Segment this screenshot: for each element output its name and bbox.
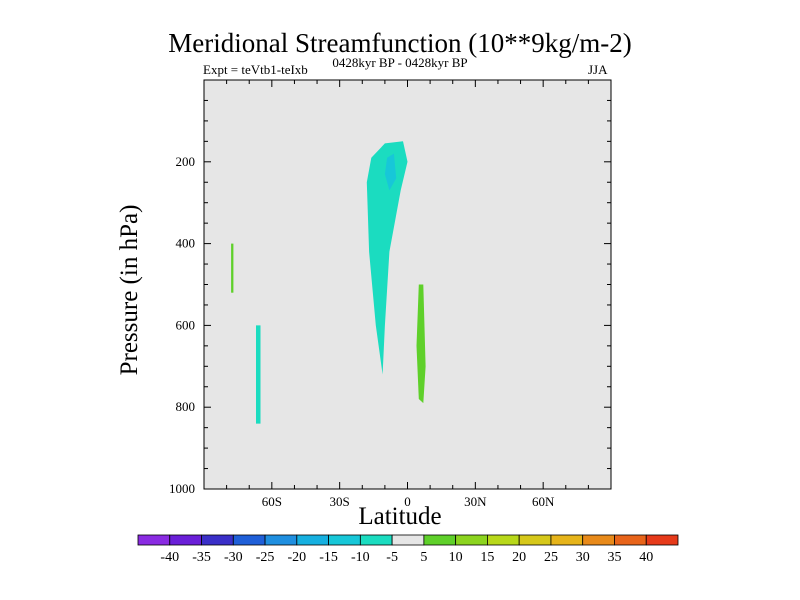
colorbar-swatch (614, 534, 647, 546)
colorbar-swatch (201, 534, 234, 546)
contour-regions (226, 80, 478, 477)
contour-sh-30s-small-blob (321, 370, 327, 408)
colorbar-swatch (169, 534, 202, 546)
contour-nh-subtropic-blue-cell (443, 300, 455, 473)
chart-subtitle-center: 0428kyr BP - 0428kyr BP (332, 55, 468, 70)
colorbar-label: -40 (160, 550, 179, 565)
contour-nh-tropic-blue-cell (427, 174, 440, 473)
y-tick-label: 800 (176, 399, 196, 414)
colorbar-swatch (296, 534, 329, 546)
colorbar-label: -10 (351, 550, 370, 565)
colorbar-swatch (264, 534, 298, 546)
chart-subtitle-left: Expt = teVtb1-teIxb (203, 62, 308, 77)
contour-sh-midlat-blue-band (249, 80, 266, 469)
colorbar-swatch (550, 534, 584, 546)
colorbar-swatch (328, 534, 361, 546)
colorbar-swatch (359, 534, 393, 546)
contour-tropical-main-cell-core (384, 153, 397, 191)
x-tick-label: 60S (262, 494, 282, 509)
colorbar-swatch (232, 534, 266, 546)
x-tick-label: 30N (464, 494, 487, 509)
y-axis: 200 400 600 800 1000 (169, 99, 611, 496)
contour-nh-upper-blue-wisp (450, 80, 455, 138)
colorbar-label: -35 (192, 550, 211, 565)
colorbar-label: 15 (480, 550, 494, 565)
colorbar-label: -15 (319, 550, 338, 565)
colorbar-label: 30 (576, 550, 590, 565)
x-tick-label: 60N (532, 494, 555, 509)
colorbar-label: 35 (607, 550, 621, 565)
colorbar-swatch (455, 534, 488, 546)
chart-title: Meridional Streamfunction (10**9kg/m-2) (168, 28, 632, 58)
colorbar-swatch (137, 534, 171, 546)
colorbar-label: -25 (256, 550, 275, 565)
colorbar-swatch (487, 534, 520, 546)
colorbar: -40 -35 -30 -25 -20 -15 -10 -5 5 10 15 20 25 30 35 40 (137, 534, 679, 565)
y-axis-label: Pressure (in hPa) (116, 204, 143, 376)
x-tick-label: 0 (404, 494, 411, 509)
y-tick-label: 200 (176, 154, 196, 169)
colorbar-label: 20 (512, 550, 526, 565)
contour-tropical-main-cell-inner (366, 141, 408, 375)
colorbar-swatch (423, 534, 457, 546)
colorbar-swatch (518, 534, 552, 546)
colorbar-label: 10 (449, 550, 463, 565)
chart-subtitle-right: JJA (588, 62, 608, 77)
colorbar-label: 25 (544, 550, 558, 565)
colorbar-label: 5 (420, 550, 427, 565)
y-tick-label: 600 (176, 317, 196, 332)
y-tick-label: 400 (176, 236, 196, 251)
colorbar-swatch (645, 534, 679, 546)
contour-sh-polar-inner-band (231, 243, 234, 293)
contour-sh-midlat-inner-band (256, 325, 261, 424)
x-axis: 60S 30S 0 30N 60N (203, 80, 612, 509)
colorbar-label: -20 (287, 550, 306, 565)
colorbar-label: 40 (639, 550, 653, 565)
colorbar-label: -5 (386, 550, 398, 565)
colorbar-swatch (582, 534, 615, 546)
colorbar-swatch (391, 534, 425, 546)
contour-nh-subtropic-green-cell (464, 194, 478, 432)
y-tick-label: 1000 (169, 481, 195, 496)
colorbar-label: -30 (224, 550, 243, 565)
contour-eq-green-cell-inner (416, 284, 426, 404)
x-axis-label: Latitude (358, 503, 442, 530)
x-tick-label: 30S (330, 494, 350, 509)
